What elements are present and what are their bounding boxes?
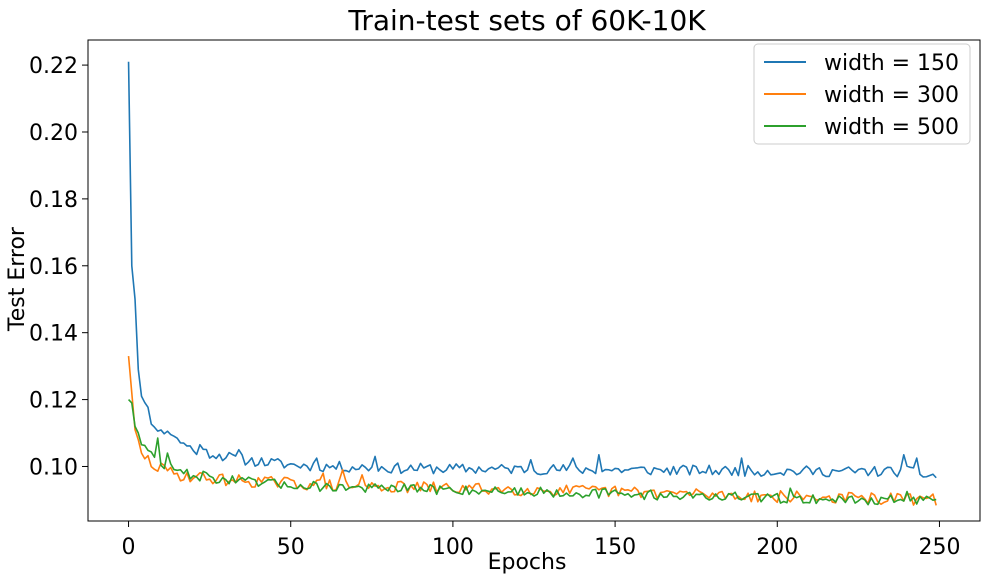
series-line-3 (127, 399, 937, 506)
legend-box (753, 43, 971, 145)
plot-area-border (87, 39, 981, 522)
x-axis-ticks: 0 50 100 150 200 250 (122, 521, 960, 560)
y-tick-label: 0.10 (29, 455, 78, 480)
series-lines (127, 61, 937, 506)
y-tick-label: 0.14 (29, 322, 78, 347)
x-tick-label: 150 (594, 535, 636, 560)
y-tick-label: 0.18 (29, 188, 78, 213)
chart-title: Train-test sets of 60K-10K (347, 4, 706, 37)
series-line-1 (127, 61, 937, 479)
x-tick-label: 0 (122, 535, 136, 560)
y-axis-label: Test Error (5, 226, 30, 332)
legend-label: width = 300 (824, 83, 959, 108)
x-axis-label: Epochs (488, 550, 567, 575)
y-axis-ticks: 0.10 0.12 0.14 0.16 0.18 0.20 0.22 (29, 54, 88, 480)
legend-label: width = 150 (824, 51, 959, 76)
x-tick-label: 100 (432, 535, 474, 560)
y-tick-label: 0.12 (29, 389, 78, 414)
x-tick-label: 250 (918, 535, 960, 560)
x-tick-label: 50 (277, 535, 305, 560)
legend-label: width = 500 (824, 115, 959, 140)
y-tick-label: 0.20 (29, 121, 78, 146)
x-tick-label: 200 (756, 535, 798, 560)
y-tick-label: 0.22 (29, 54, 78, 79)
series-line-2 (127, 356, 937, 506)
y-tick-label: 0.16 (29, 255, 78, 280)
plot-frame (87, 39, 981, 522)
legend: width = 150 width = 300 width = 500 (753, 43, 971, 145)
